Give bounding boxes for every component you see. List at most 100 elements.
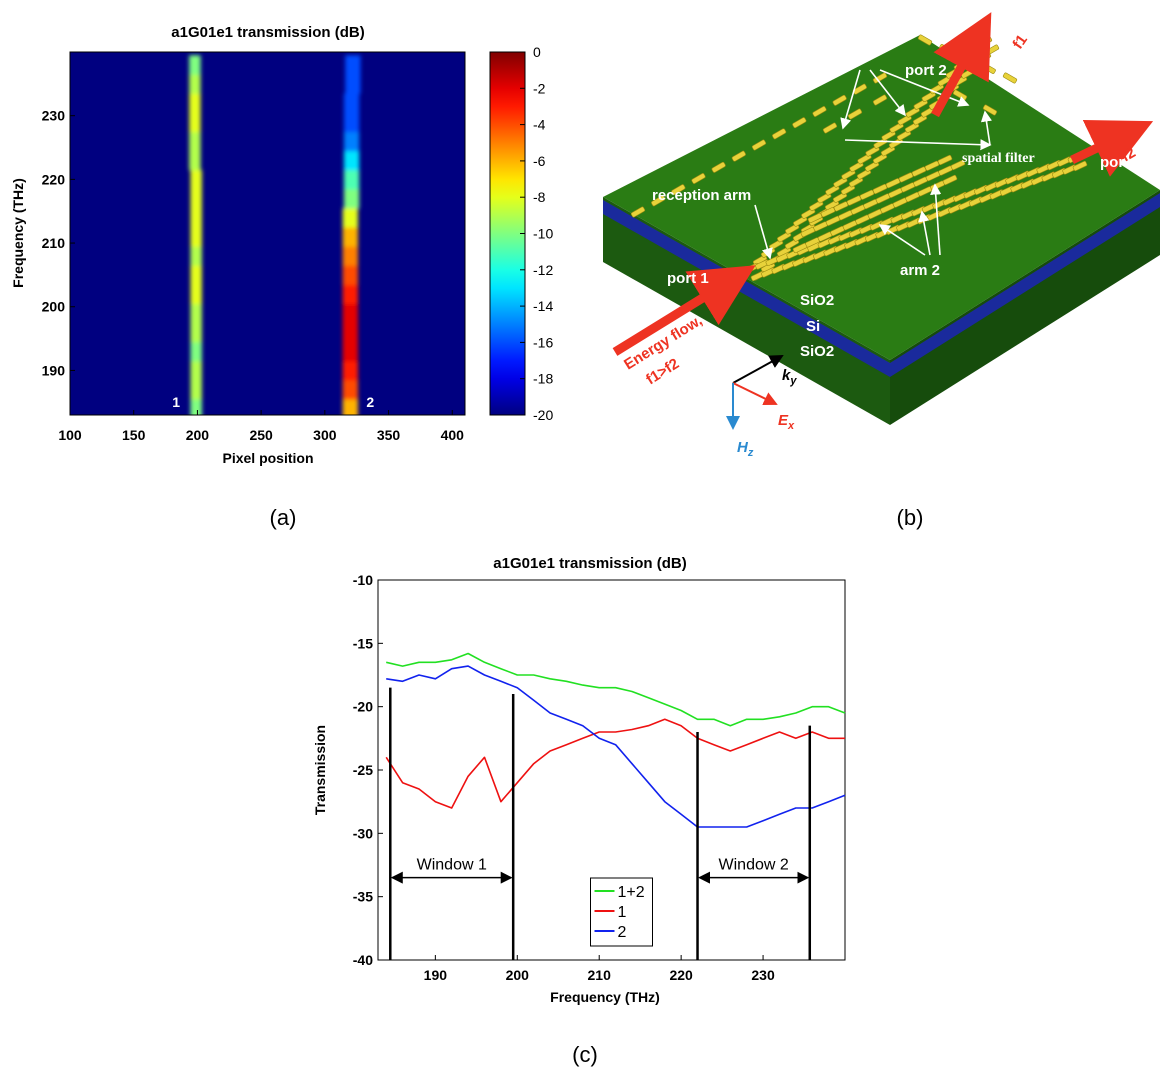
caption: (a) xyxy=(270,505,297,530)
nanoantenna xyxy=(772,128,787,140)
heatmap-cell xyxy=(190,188,202,209)
nanoantenna xyxy=(792,117,807,129)
plot-frame xyxy=(69,51,466,416)
y-tick-label: -25 xyxy=(353,762,373,778)
x-tick-label: 250 xyxy=(249,427,273,443)
colorbar xyxy=(489,51,526,416)
legend-label: 1 xyxy=(618,904,627,921)
label: port 2 xyxy=(905,62,947,79)
heatmap-cell xyxy=(342,227,358,247)
device-diagram: arm 1 port 2 f1 spatial filter port 3 f2… xyxy=(603,12,1160,459)
x-tick-label: 230 xyxy=(751,967,775,983)
heatmap-cell xyxy=(342,246,358,266)
nanoantenna xyxy=(691,173,706,184)
y-axis-label: Frequency (THz) xyxy=(10,178,26,288)
y-tick-label: -35 xyxy=(353,889,373,905)
nanoantenna xyxy=(832,94,847,106)
nanoantenna xyxy=(872,94,888,106)
colorbar-tick-label: -4 xyxy=(533,117,546,133)
window-label: Window 1 xyxy=(417,857,487,874)
x-tick-label: 300 xyxy=(313,427,337,443)
chart-title: a1G01e1 transmission (dB) xyxy=(171,24,364,41)
series-line xyxy=(385,718,845,809)
heatmap-cell xyxy=(190,265,202,285)
y-tick-label: 220 xyxy=(42,171,66,187)
y-tick-label: -10 xyxy=(353,572,373,588)
heatmap-cell xyxy=(342,341,358,362)
heatmap-cell xyxy=(190,227,202,247)
nanoantenna xyxy=(872,72,888,84)
series-line xyxy=(386,665,846,828)
nanoantenna xyxy=(942,174,958,186)
heatmap-cell xyxy=(342,208,358,228)
legend-label: 1+2 xyxy=(618,884,645,901)
label: x xyxy=(787,420,795,432)
nanoantenna xyxy=(917,34,933,46)
nanoantenna xyxy=(731,150,746,162)
heatmap-cell xyxy=(189,131,201,152)
heatmap-cell xyxy=(190,341,202,362)
heatmap-cell xyxy=(190,379,202,400)
nanoantenna xyxy=(822,122,838,134)
heatmap-cell xyxy=(343,131,360,152)
colorbar-tick-label: -8 xyxy=(533,189,546,205)
nanoantenna xyxy=(671,184,686,196)
heatmap-cell xyxy=(343,150,360,171)
ky-axis xyxy=(732,355,784,384)
heatmap-cell xyxy=(189,150,201,171)
energy-flow-arrow xyxy=(612,265,756,356)
y-tick-label: -20 xyxy=(353,699,373,715)
x-tick-label: 220 xyxy=(669,967,693,983)
si-layer-right xyxy=(890,193,1160,377)
heatmap-cell xyxy=(345,55,361,75)
heatmap-cell xyxy=(190,303,202,324)
colorbar-tick-label: 0 xyxy=(533,44,541,60)
heatmap-cell xyxy=(190,169,202,190)
heatmap-cell xyxy=(343,93,360,113)
nanoantenna xyxy=(651,195,666,207)
label: H xyxy=(737,439,749,456)
y-tick-label: 190 xyxy=(42,362,66,378)
nanoantenna xyxy=(981,63,996,74)
heatmap-cell xyxy=(189,93,201,113)
heatmap-cell xyxy=(342,360,358,381)
heatmap-cell xyxy=(342,322,358,343)
heatmap-cell xyxy=(190,208,202,228)
label: port 1 xyxy=(667,270,709,287)
heatmap-cell xyxy=(190,322,202,343)
label: spatial filter xyxy=(962,151,1035,166)
caption: (c) xyxy=(572,1042,598,1067)
x-tick-label: 200 xyxy=(186,427,210,443)
heatmap-cell xyxy=(343,169,360,190)
y-tick-label: -40 xyxy=(353,952,373,968)
label: arm 2 xyxy=(900,262,940,279)
y-tick-label: -30 xyxy=(353,825,373,841)
heatmap-cell xyxy=(342,265,358,285)
x-axis-label: Pixel position xyxy=(222,450,313,466)
y-axis-label: Transmission xyxy=(312,725,328,815)
label: SiO2 xyxy=(800,292,834,309)
heatmap-cell xyxy=(189,55,201,75)
colorbar-tick-label: -12 xyxy=(533,262,553,278)
colorbar-tick-label: -10 xyxy=(533,226,553,242)
label: Hz xyxy=(737,439,754,459)
label: port 3 xyxy=(1100,154,1142,171)
caption: (b) xyxy=(897,505,924,530)
f1-arrow xyxy=(931,12,992,118)
x-tick-label: 200 xyxy=(506,967,530,983)
y-tick-label: 230 xyxy=(42,108,66,124)
chart-title: a1G01e1 transmission (dB) xyxy=(493,555,686,572)
legend-label: 2 xyxy=(618,924,627,941)
y-tick-label: 210 xyxy=(42,235,66,251)
y-tick-label: -15 xyxy=(353,635,373,651)
label: arm 1 xyxy=(822,42,862,59)
nanoantenna xyxy=(984,44,1000,56)
nanoantenna xyxy=(711,161,726,173)
series-line xyxy=(386,652,846,727)
nanoantenna xyxy=(812,106,827,117)
label: f1 xyxy=(1009,32,1031,53)
heatmap-cell xyxy=(190,399,202,415)
heatmap-cell xyxy=(342,284,358,305)
x-tick-label: 150 xyxy=(122,427,146,443)
